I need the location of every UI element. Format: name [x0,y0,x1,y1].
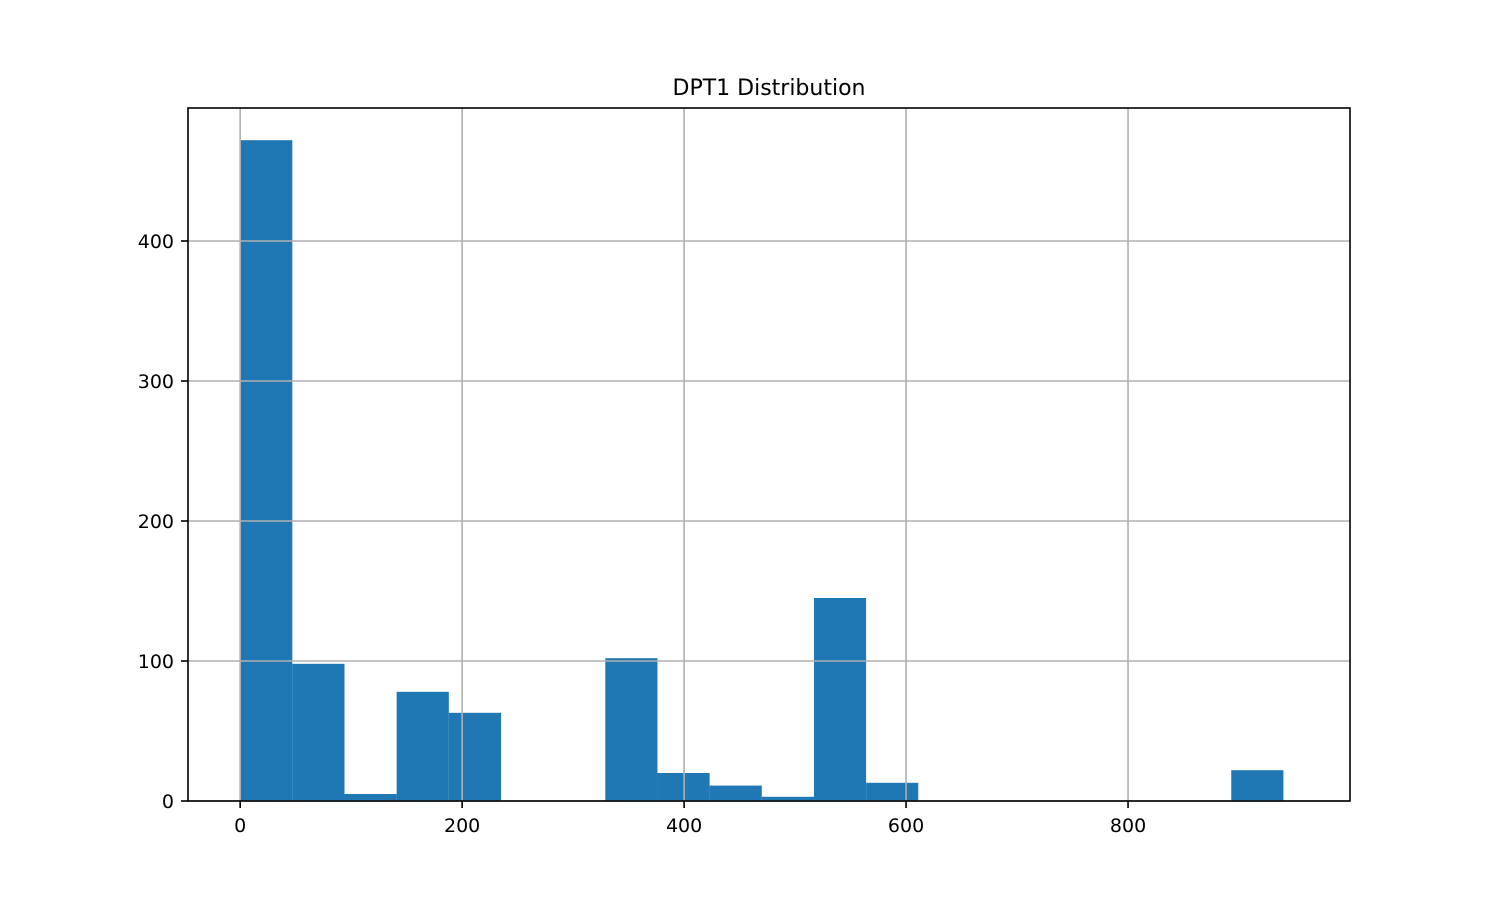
histogram-bar [448,712,501,801]
histogram-bar [866,782,919,801]
histogram-bar [813,598,867,801]
y-tick-label: 400 [138,231,174,253]
histogram-bar [240,140,293,801]
y-tick-label: 300 [138,371,174,393]
x-tick-label: 400 [666,815,702,837]
x-tick-label: 0 [234,815,246,837]
x-tick-label: 600 [888,815,924,837]
histogram-bar [761,796,814,801]
plot-frame [187,107,1351,802]
histogram-bar [1231,770,1284,801]
y-tick-label: 100 [138,651,174,673]
y-tick-label: 0 [162,791,174,813]
histogram-bar [344,794,397,801]
chart-title: DPT1 Distribution [673,76,866,101]
histogram-bars [240,140,1284,801]
histogram-bar [709,785,762,801]
y-tick-label: 200 [138,511,174,533]
x-tick-label: 200 [444,815,480,837]
histogram-bar [605,658,658,801]
histogram-bar [396,691,449,801]
histogram-bar [292,663,345,801]
x-tick-label: 800 [1110,815,1146,837]
axes: 0 200 400 600 800 0 100 200 300 400 [138,107,1351,837]
